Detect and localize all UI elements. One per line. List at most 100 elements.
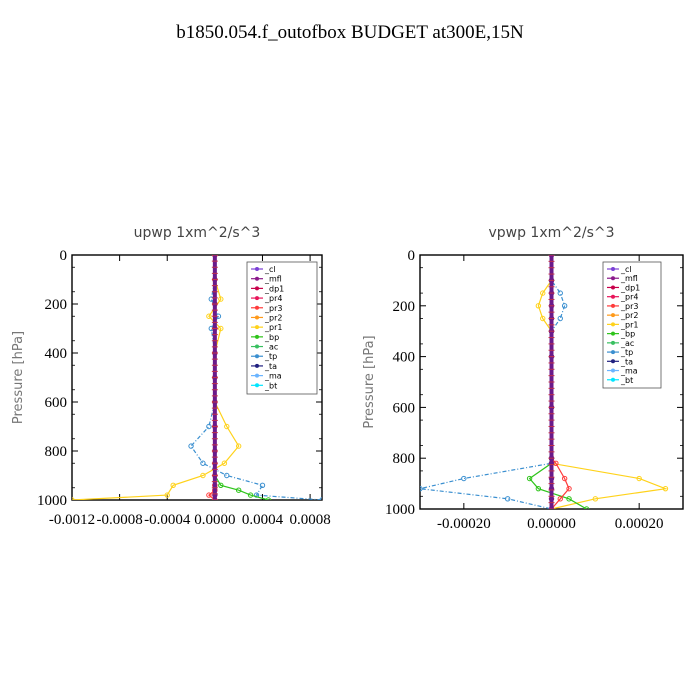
legend-swatch-marker bbox=[611, 313, 615, 318]
legend-label: _pr1 bbox=[620, 320, 638, 329]
legend-swatch-marker bbox=[611, 368, 615, 373]
figure-title: b1850.054.f_outofbox BUDGET at300E,15N bbox=[176, 22, 524, 43]
legend-label: _pr1 bbox=[264, 323, 282, 332]
x-tick-label: 0.0000 bbox=[194, 512, 235, 528]
legend-label: _ma bbox=[264, 372, 282, 381]
legend-swatch-marker bbox=[255, 344, 259, 349]
series-group bbox=[72, 255, 322, 500]
y-tick-label: 1000 bbox=[385, 502, 415, 518]
series-marker bbox=[170, 482, 176, 488]
y-tick-label: 400 bbox=[45, 346, 68, 362]
series-marker bbox=[319, 497, 322, 500]
legend-swatch-marker bbox=[611, 294, 615, 299]
chart-panel-1: upwp 1xm^2/s^3 Pressure [hPa] 0 200 400 600 80… bbox=[11, 225, 331, 528]
legend-swatch-marker bbox=[255, 383, 259, 388]
legend-label: _dp1 bbox=[620, 283, 640, 292]
series-marker bbox=[224, 472, 230, 479]
legend-swatch-marker bbox=[255, 315, 259, 320]
series-marker bbox=[265, 497, 272, 500]
x-tick-label: -0.0012 bbox=[49, 512, 95, 528]
legend-swatch-marker bbox=[611, 377, 615, 382]
series-marker bbox=[535, 303, 542, 309]
series-marker bbox=[561, 303, 568, 309]
legend-swatch-marker bbox=[255, 305, 259, 310]
panel-title: vpwp 1xm^2/s^3 bbox=[488, 225, 614, 241]
legend-swatch-marker bbox=[255, 373, 259, 378]
series-marker bbox=[206, 492, 212, 498]
legend-label: _mfl bbox=[620, 274, 638, 283]
series-marker bbox=[561, 475, 568, 482]
legend-label: _ac bbox=[620, 339, 634, 348]
legend-label: _cl bbox=[264, 265, 276, 274]
series-marker bbox=[221, 460, 228, 466]
x-tick-label: -0.00020 bbox=[437, 516, 491, 532]
legend-swatch-marker bbox=[255, 276, 259, 281]
x-tick-label: -0.0004 bbox=[144, 512, 191, 528]
legend-swatch-marker bbox=[611, 322, 615, 327]
legend-label: _ma bbox=[620, 367, 638, 376]
legend-label: _ac bbox=[264, 343, 278, 352]
y-tick-label: 1000 bbox=[37, 493, 67, 509]
series-marker bbox=[504, 496, 511, 502]
legend-label: _bt bbox=[264, 381, 277, 390]
series-marker bbox=[461, 475, 467, 482]
legend-label: _pr4 bbox=[620, 293, 638, 302]
legend-swatch-marker bbox=[611, 359, 615, 364]
legend-swatch-marker bbox=[611, 276, 615, 281]
series-marker bbox=[218, 296, 224, 302]
legend-label: _cl bbox=[620, 265, 632, 274]
legend-swatch-marker bbox=[611, 285, 615, 290]
series-marker bbox=[164, 492, 170, 498]
series-marker bbox=[206, 423, 212, 430]
series-marker bbox=[247, 492, 254, 498]
legend-label: _pr2 bbox=[264, 313, 282, 322]
series-group bbox=[420, 255, 669, 509]
legend-swatch-marker bbox=[255, 296, 259, 301]
legend-label: _tp bbox=[620, 348, 633, 357]
series-marker bbox=[218, 482, 224, 488]
series-marker bbox=[218, 325, 224, 332]
series-marker bbox=[636, 475, 642, 482]
series-marker bbox=[540, 290, 546, 296]
series-marker bbox=[566, 496, 572, 502]
legend-swatch-marker bbox=[255, 286, 259, 291]
series-marker bbox=[200, 472, 206, 479]
series-marker bbox=[526, 475, 533, 482]
series-marker bbox=[583, 506, 590, 509]
y-tick-label: 400 bbox=[393, 350, 416, 366]
legend-label: _ta bbox=[620, 357, 633, 366]
legend-label: _pr2 bbox=[620, 311, 638, 320]
y-tick-label: 0 bbox=[60, 248, 68, 264]
series-marker bbox=[200, 460, 206, 466]
series-marker bbox=[235, 487, 242, 493]
plot-frame bbox=[71, 254, 323, 501]
legend-swatch-marker bbox=[255, 354, 259, 359]
series-marker bbox=[566, 485, 572, 492]
legend-swatch-marker bbox=[255, 325, 259, 330]
legend-swatch-marker bbox=[611, 267, 615, 271]
legend-swatch-marker bbox=[611, 303, 615, 308]
legend-label: _bt bbox=[620, 376, 633, 385]
legend-swatch-marker bbox=[255, 363, 259, 368]
legend-swatch-marker bbox=[611, 350, 615, 355]
series-marker bbox=[557, 496, 563, 502]
legend-swatch-marker bbox=[255, 334, 259, 339]
legend-label: _ta bbox=[264, 362, 277, 371]
legend-swatch-marker bbox=[611, 340, 615, 345]
series-marker bbox=[188, 443, 194, 449]
legend-label: _pr4 bbox=[264, 294, 282, 303]
legend-swatch-marker bbox=[611, 331, 615, 336]
x-tick-label: 0.00020 bbox=[615, 516, 664, 532]
x-tick-label: 0.0004 bbox=[242, 512, 284, 528]
y-tick-label: 200 bbox=[393, 299, 416, 315]
legend-swatch-marker bbox=[255, 267, 259, 271]
y-tick-label: 200 bbox=[45, 297, 68, 313]
legend-label: _mfl bbox=[264, 275, 282, 284]
series-marker bbox=[557, 290, 563, 296]
series-marker bbox=[224, 423, 230, 430]
series-marker bbox=[540, 315, 546, 322]
legend-label: _tp bbox=[264, 352, 277, 361]
series-marker bbox=[592, 496, 599, 502]
series-marker bbox=[662, 485, 669, 492]
